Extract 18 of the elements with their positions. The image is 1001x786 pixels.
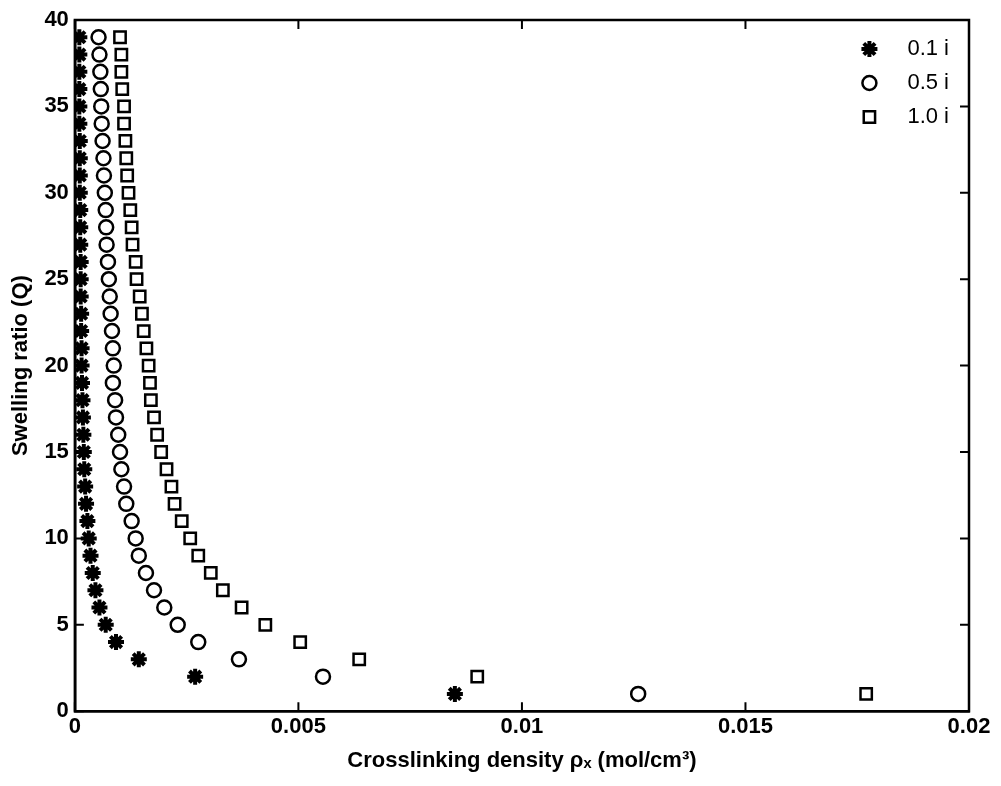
y-tick-label: 25 (44, 265, 69, 291)
x-axis-title: Crosslinking density ρₓ (mol/cm³) (347, 746, 697, 772)
y-tick-label: 0 (56, 697, 69, 723)
y-tick-label: 40 (44, 6, 69, 32)
y-tick-label: 15 (44, 438, 69, 464)
x-tick-label: 0.005 (270, 713, 326, 739)
y-tick-label: 10 (44, 524, 69, 550)
y-tick-label: 20 (44, 351, 69, 377)
legend-label: 0.5 i (907, 69, 950, 95)
y-tick-label: 30 (44, 178, 69, 204)
y-axis-title: Swelling ratio (Q) (7, 275, 33, 457)
y-tick-label: 35 (44, 92, 69, 118)
legend-label: 1.0 i (907, 103, 950, 129)
x-tick-label: 0.015 (717, 713, 773, 739)
legend-label: 0.1 i (907, 35, 950, 61)
y-tick-label: 5 (56, 610, 69, 636)
x-tick-label: 0.01 (500, 713, 544, 739)
x-tick-label: 0.02 (947, 713, 991, 739)
